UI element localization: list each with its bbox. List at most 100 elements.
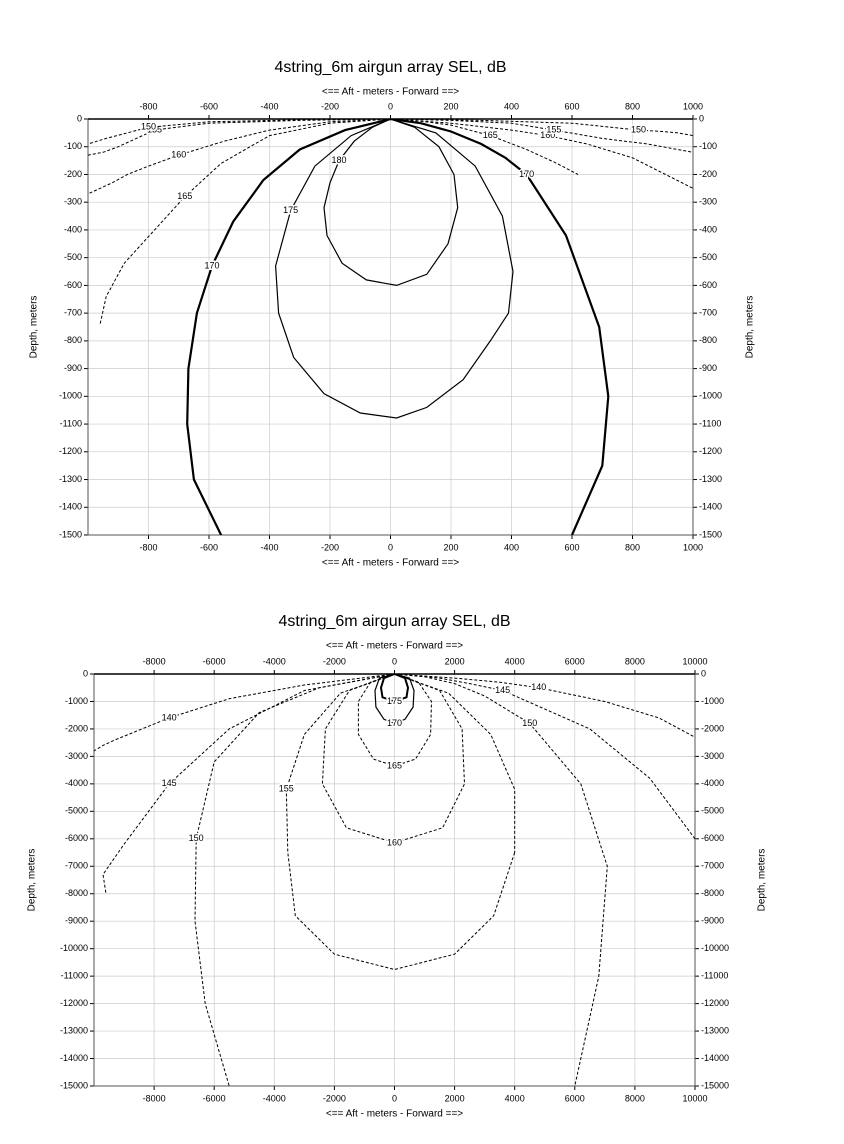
y-tick-label: -2000 — [65, 723, 88, 733]
y-tick-label: -1000 — [701, 696, 724, 706]
x-tick-label: -600 — [200, 542, 218, 552]
y-tick-label: -10000 — [701, 943, 729, 953]
contour-line — [390, 119, 610, 535]
y-axis-label: Depth, meters — [745, 296, 756, 359]
contour-line — [194, 674, 395, 1086]
contour-label: 145 — [162, 778, 177, 788]
y-tick-label: -4000 — [65, 778, 88, 788]
x-tick-label: 10000 — [682, 1093, 707, 1103]
y-tick-label: -500 — [64, 252, 82, 262]
y-tick-label: -13000 — [60, 1025, 88, 1035]
y-tick-label: -300 — [64, 197, 82, 207]
x-tick-label: -6000 — [203, 656, 226, 666]
contour-label: 165 — [483, 130, 498, 140]
contour-line — [390, 119, 693, 137]
y-tick-label: -1400 — [699, 502, 722, 512]
y-tick-label: -900 — [64, 363, 82, 373]
y-tick-label: -3000 — [65, 751, 88, 761]
contour-label: 150 — [522, 718, 537, 728]
contour-label: 170 — [387, 718, 402, 728]
y-tick-label: 0 — [77, 113, 82, 123]
contour-line — [374, 674, 415, 725]
x-tick-label: 0 — [388, 542, 393, 552]
x-axis-label: <== Aft - meters - Forward ==> — [326, 641, 463, 652]
x-tick-label: 2000 — [445, 1093, 465, 1103]
x-tick-label: 4000 — [505, 1093, 525, 1103]
y-tick-label: -400 — [699, 224, 717, 234]
contour-line — [88, 119, 391, 145]
x-tick-label: 400 — [504, 101, 519, 111]
contour-label: 180 — [332, 155, 347, 165]
x-tick-label: -600 — [200, 101, 218, 111]
contour-line — [379, 674, 410, 703]
y-tick-label: -7000 — [65, 861, 88, 871]
y-tick-label: -12000 — [60, 998, 88, 1008]
y-tick-label: -700 — [64, 308, 82, 318]
x-tick-label: 600 — [564, 542, 579, 552]
y-tick-label: -500 — [699, 252, 717, 262]
contour-label: 150 — [141, 122, 156, 132]
contour-line — [99, 119, 391, 325]
y-tick-label: -4000 — [701, 778, 724, 788]
x-tick-label: -4000 — [263, 656, 286, 666]
x-tick-label: -400 — [260, 101, 278, 111]
x-tick-label: -8000 — [143, 1093, 166, 1103]
y-tick-label: -10000 — [60, 943, 88, 953]
y-axis-label: Depth, meters — [27, 849, 38, 912]
y-tick-label: -7000 — [701, 861, 724, 871]
contour-line — [274, 119, 514, 419]
contour-line — [394, 674, 695, 840]
contour-label: 140 — [162, 712, 177, 722]
x-tick-label: 0 — [392, 656, 397, 666]
y-tick-label: -100 — [64, 141, 82, 151]
y-axis-label: Depth, meters — [29, 296, 40, 359]
y-tick-label: -6000 — [65, 833, 88, 843]
x-axis-label: <== Aft - meters - Forward ==> — [322, 87, 459, 98]
y-tick-label: -200 — [64, 169, 82, 179]
y-tick-label: -9000 — [65, 916, 88, 926]
contour-label: 170 — [519, 169, 534, 179]
y-tick-label: -8000 — [65, 888, 88, 898]
y-tick-label: 0 — [699, 113, 704, 123]
y-tick-label: -1000 — [699, 391, 722, 401]
y-tick-label: -600 — [699, 280, 717, 290]
x-tick-label: 400 — [504, 542, 519, 552]
y-tick-label: -800 — [64, 335, 82, 345]
x-tick-label: 200 — [443, 101, 458, 111]
x-tick-label: 6000 — [565, 1093, 585, 1103]
y-tick-label: -1000 — [59, 391, 82, 401]
contour-line — [357, 674, 433, 767]
y-tick-label: -1000 — [65, 696, 88, 706]
contour-label: 140 — [531, 682, 546, 692]
chart-title: 4string_6m airgun array SEL, dB — [278, 613, 510, 630]
contour-label: 170 — [205, 260, 220, 270]
y-tick-label: -2000 — [701, 723, 724, 733]
chart: 4string_6m airgun array SEL, dB <== Aft -… — [29, 59, 756, 568]
y-tick-label: -100 — [699, 141, 717, 151]
contour-line — [186, 119, 391, 535]
y-axis-label: Depth, meters — [757, 849, 768, 912]
x-tick-label: 1000 — [683, 101, 703, 111]
y-tick-label: -1500 — [59, 529, 82, 539]
contour-label: 165 — [387, 760, 402, 770]
x-tick-label: 10000 — [682, 656, 707, 666]
y-tick-label: -8000 — [701, 888, 724, 898]
contour-line — [88, 119, 391, 156]
contour-line — [394, 674, 695, 738]
y-tick-label: -15000 — [701, 1080, 729, 1090]
x-tick-label: 0 — [392, 1093, 397, 1103]
x-tick-label: 8000 — [625, 656, 645, 666]
x-axis-label: <== Aft - meters - Forward ==> — [326, 1109, 463, 1120]
y-tick-label: -1300 — [59, 474, 82, 484]
x-tick-label: -2000 — [323, 656, 346, 666]
x-tick-label: -200 — [321, 101, 339, 111]
x-tick-label: 800 — [625, 101, 640, 111]
x-tick-label: -400 — [260, 542, 278, 552]
contour-line — [102, 674, 395, 894]
contour-label: 175 — [387, 696, 402, 706]
contour-label: 160 — [387, 837, 402, 847]
x-tick-label: -800 — [139, 542, 157, 552]
x-tick-label: -4000 — [263, 1093, 286, 1103]
x-tick-label: 8000 — [625, 1093, 645, 1103]
